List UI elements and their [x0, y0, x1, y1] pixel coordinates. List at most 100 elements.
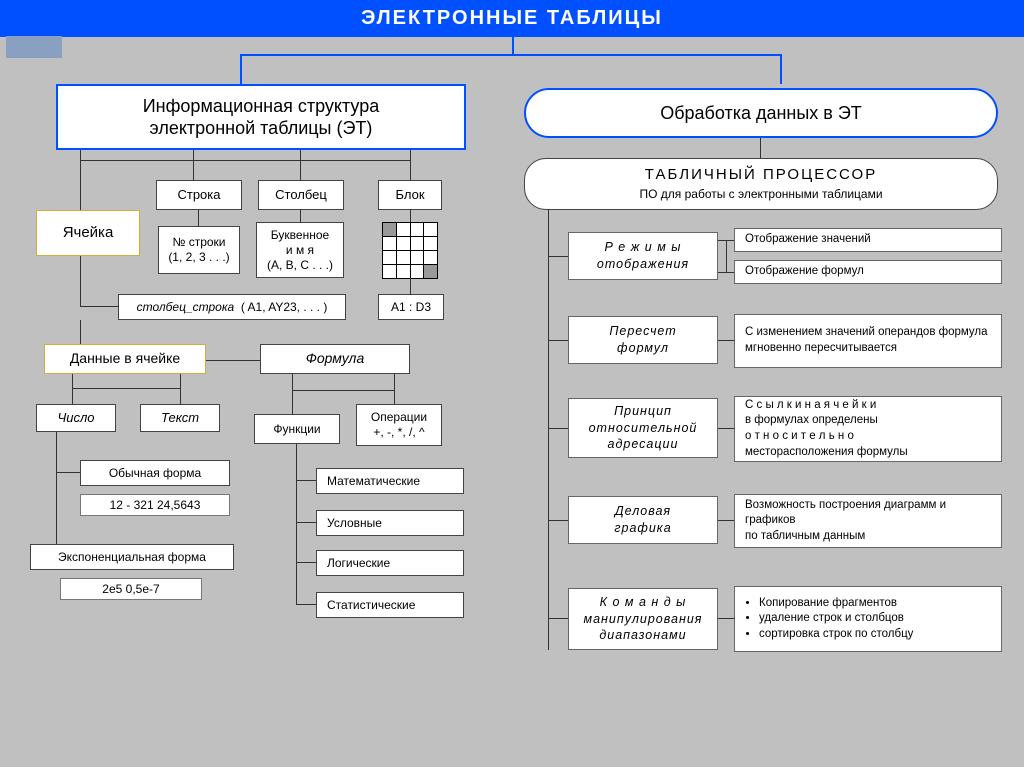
- functions-label: Функции: [273, 422, 320, 437]
- feature-2-label: Принцип относительной адресации: [589, 403, 698, 454]
- connector: [56, 472, 57, 544]
- desc-3-text: Возможность построения диаграмм и график…: [745, 498, 991, 545]
- text-box: Текст: [140, 404, 220, 432]
- connector: [193, 150, 194, 180]
- functions-box: Функции: [254, 414, 340, 444]
- row-detail-text: № строки (1, 2, 3 . . .): [168, 235, 229, 265]
- connector: [780, 54, 782, 84]
- connector: [80, 150, 81, 210]
- addr-box: столбец_строка ( A1, AY23, . . . ): [118, 294, 346, 320]
- connector: [548, 618, 568, 619]
- cell-label: Ячейка: [63, 224, 114, 243]
- connector: [410, 278, 411, 294]
- text-label: Текст: [161, 410, 199, 426]
- connector: [296, 444, 297, 604]
- desc-1-text: С изменением значений операндов формула …: [745, 325, 991, 356]
- connector: [240, 54, 242, 84]
- connector: [718, 428, 734, 429]
- func-stat-label: Статистические: [327, 598, 415, 613]
- connector: [180, 374, 181, 404]
- formula-label: Формула: [306, 350, 365, 368]
- desc-2-text: С с ы л к и н а я ч е й к и в формулах о…: [745, 398, 908, 460]
- desc-0a: Отображение значений: [734, 228, 1002, 252]
- block-example: A1 : D3: [378, 294, 444, 320]
- col-detail-text: Буквенное и м я (A, B, C . . .): [267, 228, 333, 273]
- feature-3: Деловая графика: [568, 496, 718, 544]
- connector: [80, 256, 81, 306]
- block-label: Блок: [395, 187, 424, 203]
- connector: [240, 54, 780, 56]
- feature-4: К о м а н д ы манипулирования диапазонам…: [568, 588, 718, 650]
- connector: [296, 562, 316, 563]
- connector: [292, 374, 293, 414]
- operations-label: Операции +, -, *, /, ^: [371, 410, 427, 440]
- connector: [410, 210, 411, 222]
- connector: [718, 618, 734, 619]
- feature-1: Пересчет формул: [568, 316, 718, 364]
- desc-4-item-1: удаление строк и столбцов: [759, 611, 913, 627]
- col-label: Столбец: [275, 187, 327, 203]
- number-box: Число: [36, 404, 116, 432]
- func-math: Математические: [316, 468, 464, 494]
- normal-example: 12 - 321 24,5643: [80, 494, 230, 516]
- connector: [394, 374, 395, 404]
- col-detail: Буквенное и м я (A, B, C . . .): [256, 222, 344, 278]
- desc-4-item-2: сортировка строк по столбцу: [759, 627, 913, 643]
- connector: [548, 210, 549, 650]
- connector: [512, 34, 514, 54]
- left-header: Информационная структура электронной таб…: [56, 84, 466, 150]
- connector: [56, 432, 57, 472]
- desc-3: Возможность построения диаграмм и график…: [734, 494, 1002, 548]
- connector: [718, 340, 734, 341]
- row-detail: № строки (1, 2, 3 . . .): [158, 226, 240, 274]
- processor-box: ТАБЛИЧНЫЙ ПРОЦЕССОР ПО для работы с элек…: [524, 158, 998, 210]
- feature-4-label: К о м а н д ы манипулирования диапазонам…: [584, 594, 703, 645]
- feature-0: Р е ж и м ы отображения: [568, 232, 718, 280]
- func-stat: Статистические: [316, 592, 464, 618]
- desc-2: С с ы л к и н а я ч е й к и в формулах о…: [734, 396, 1002, 462]
- col-box: Столбец: [258, 180, 344, 210]
- block-example-text: A1 : D3: [391, 300, 431, 315]
- normal-example-text: 12 - 321 24,5643: [110, 498, 201, 513]
- connector: [548, 340, 568, 341]
- connector: [718, 520, 734, 521]
- desc-0b: Отображение формул: [734, 260, 1002, 284]
- block-box: Блок: [378, 180, 442, 210]
- normal-form-label: Обычная форма: [109, 466, 201, 481]
- connector: [296, 522, 316, 523]
- connector: [80, 160, 410, 161]
- cell-data-box: Данные в ячейке: [44, 344, 206, 374]
- cell-data-label: Данные в ячейке: [70, 350, 180, 368]
- exp-form-box: Экспоненциальная форма: [30, 544, 234, 570]
- exp-example-text: 2e5 0,5e-7: [102, 582, 159, 597]
- desc-0a-text: Отображение значений: [745, 232, 871, 248]
- operations-box: Операции +, -, *, /, ^: [356, 404, 442, 446]
- func-math-label: Математические: [327, 474, 420, 489]
- func-cond: Условные: [316, 510, 464, 536]
- processor-l2: ПО для работы с электронными таблицами: [639, 187, 882, 202]
- accent-block: [6, 36, 62, 58]
- normal-form-box: Обычная форма: [80, 460, 230, 486]
- connector: [548, 520, 568, 521]
- left-header-text: Информационная структура электронной таб…: [143, 95, 380, 140]
- cell-box: Ячейка: [36, 210, 140, 256]
- page-title: ЭЛЕКТРОННЫЕ ТАБЛИЦЫ: [0, 0, 1024, 37]
- desc-4-item-0: Копирование фрагментов: [759, 596, 913, 612]
- connector: [80, 306, 120, 307]
- connector: [548, 256, 568, 257]
- connector: [72, 374, 73, 404]
- connector: [296, 604, 316, 605]
- connector: [726, 240, 727, 272]
- exp-example: 2e5 0,5e-7: [60, 578, 202, 600]
- row-label: Строка: [177, 187, 220, 203]
- feature-0-label: Р е ж и м ы отображения: [597, 239, 689, 273]
- connector: [296, 480, 316, 481]
- right-header-text: Обработка данных в ЭТ: [660, 102, 862, 125]
- addr-ital: столбец_строка: [137, 300, 235, 315]
- formula-box: Формула: [260, 344, 410, 374]
- desc-4: Копирование фрагментов удаление строк и …: [734, 586, 1002, 652]
- desc-1: С изменением значений операндов формула …: [734, 314, 1002, 368]
- feature-2: Принцип относительной адресации: [568, 398, 718, 458]
- func-cond-label: Условные: [327, 516, 382, 531]
- connector: [760, 138, 761, 158]
